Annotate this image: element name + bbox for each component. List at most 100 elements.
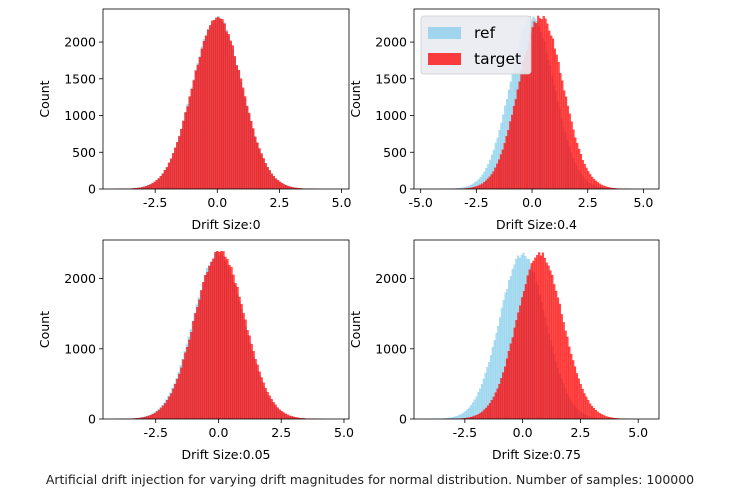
- target-bar: [264, 388, 267, 419]
- y-tick-label: 2000: [375, 35, 407, 50]
- target-bar: [262, 158, 265, 189]
- target-bar: [507, 351, 510, 419]
- target-bar: [216, 250, 219, 419]
- target-bar: [260, 153, 263, 189]
- target-bar: [149, 184, 152, 189]
- target-bar: [600, 184, 603, 189]
- target-bar: [282, 412, 285, 419]
- target-bar: [154, 412, 157, 419]
- target-bar: [550, 35, 553, 189]
- target-bar: [229, 40, 232, 189]
- target-bar: [252, 128, 255, 189]
- target-bar: [524, 54, 527, 189]
- target-bar: [500, 378, 503, 419]
- target-bar: [192, 80, 195, 189]
- target-bar: [232, 274, 235, 419]
- target-bar: [280, 411, 283, 419]
- y-tick-label: 1000: [64, 341, 96, 356]
- target-bar: [541, 252, 544, 419]
- target-bar: [526, 275, 529, 419]
- target-bar: [217, 17, 220, 189]
- x-tick-label: 2.5: [570, 425, 590, 440]
- target-bar: [546, 23, 549, 189]
- target-bar: [509, 343, 512, 419]
- target-bar: [486, 178, 489, 189]
- target-bar: [242, 313, 245, 419]
- target-bar: [520, 70, 523, 189]
- target-bar: [164, 403, 167, 419]
- target-bar: [184, 352, 187, 419]
- target-bar: [587, 400, 590, 419]
- target-bar: [519, 305, 522, 419]
- target-bar: [579, 154, 583, 189]
- target-bar: [170, 393, 173, 419]
- target-bar: [552, 38, 555, 189]
- target-bar: [576, 143, 579, 189]
- target-bar: [545, 262, 548, 419]
- x-tick-label: -2.5: [143, 195, 167, 210]
- target-bar: [589, 403, 592, 419]
- target-bar: [581, 388, 584, 419]
- target-bar: [558, 303, 561, 419]
- target-bar: [239, 78, 243, 189]
- target-bar: [555, 54, 558, 189]
- target-bar: [224, 256, 227, 419]
- target-bar: [147, 185, 150, 189]
- target-bar: [553, 48, 556, 189]
- target-bar: [585, 167, 588, 189]
- target-bar: [543, 257, 546, 419]
- target-bar: [272, 402, 275, 419]
- target-bar: [487, 405, 490, 419]
- target-bar: [260, 377, 263, 419]
- x-tick-label: -2.5: [453, 425, 477, 440]
- target-bar: [268, 395, 271, 419]
- target-bar: [145, 185, 148, 189]
- target-bar: [254, 359, 257, 419]
- target-bar: [215, 17, 218, 189]
- target-bar: [502, 372, 505, 419]
- axes-frame: [102, 8, 350, 190]
- target-bar: [162, 405, 165, 419]
- target-bar: [498, 383, 501, 419]
- target-bar: [557, 62, 560, 189]
- target-bar: [172, 388, 175, 419]
- target-bar: [268, 170, 271, 189]
- target-bar: [214, 252, 217, 419]
- target-bar: [163, 170, 167, 189]
- target-bar: [579, 384, 582, 419]
- x-tick-label: 5.0: [628, 425, 648, 440]
- histogram-panel-4: -2.5 0.0 2.5 5.0 0 1000 2000 Drift Size:0.75 Cou…: [348, 239, 660, 462]
- target-bar: [475, 186, 478, 189]
- target-bar: [539, 255, 543, 419]
- histogram-panel-3: -2.5 0.0 2.5 5.0 0 1000 2000 Drift Size:0.05 Cou…: [37, 239, 354, 462]
- target-bar: [591, 406, 594, 419]
- target-bar: [481, 411, 484, 419]
- target-bar: [587, 171, 590, 189]
- target-bar: [512, 105, 515, 189]
- target-bar: [511, 337, 514, 419]
- target-bar: [488, 176, 491, 189]
- target-bar: [572, 129, 575, 189]
- target-bar: [206, 29, 210, 189]
- target-bar: [188, 96, 191, 189]
- target-bar: [531, 27, 534, 189]
- target-bar: [174, 147, 177, 189]
- target-bar: [505, 358, 509, 419]
- target-bar: [278, 181, 282, 189]
- target-bar: [223, 23, 226, 189]
- target-bar: [244, 319, 247, 419]
- target-bar: [276, 407, 279, 419]
- target-bar: [509, 121, 512, 189]
- target-bar: [202, 41, 206, 189]
- target-bar: [521, 297, 524, 419]
- target-bar: [211, 20, 214, 189]
- legend-swatch-ref: [428, 27, 461, 39]
- target-bar: [184, 112, 187, 189]
- target-bar: [258, 371, 261, 419]
- target-bar: [180, 367, 183, 419]
- legend-label-ref: ref: [474, 24, 496, 42]
- target-bar: [598, 183, 601, 189]
- x-tick-label: 2.5: [269, 195, 289, 210]
- target-bar: [254, 136, 257, 189]
- target-bar: [186, 106, 189, 189]
